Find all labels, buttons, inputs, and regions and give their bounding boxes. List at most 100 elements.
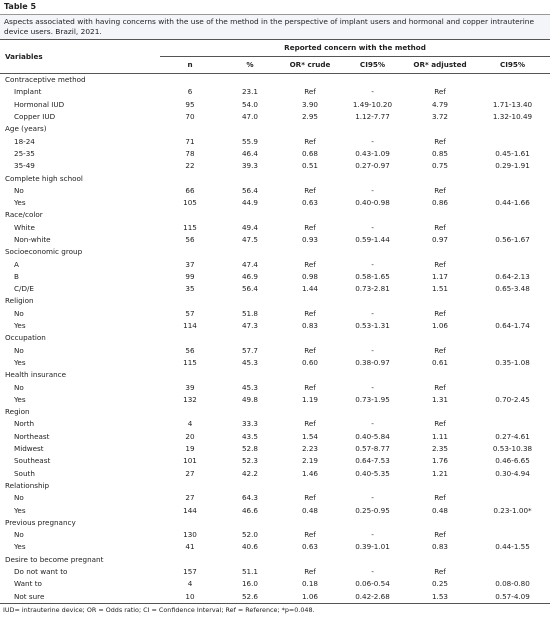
data-row: 25-35 78 46.4 0.68 0.43-1.09 0.85 0.45-1.61 [0,148,550,160]
cell: 56.4 [241,185,258,195]
cell: 0.23-1.00* [493,505,532,515]
cell: 1.51 [431,284,448,294]
cell: 0.59-1.44 [355,235,390,244]
row-label: South [14,468,35,478]
cell: 0.97 [431,235,448,244]
group-row: Region [0,406,550,418]
cell: Ref [304,259,316,269]
cell: 56 [185,345,195,355]
cell [475,418,550,430]
data-row: Yes 132 49.8 1.19 0.73-1.95 1.31 0.70-2.45 [0,394,550,406]
cell: 47.3 [241,321,258,331]
row-label: No [14,345,24,355]
cell: 1.21 [431,468,448,478]
cell: 101 [183,456,197,466]
data-row: Southeast 101 52.3 2.19 0.64-7.53 1.76 0.46-6.… [0,455,550,467]
data-row: Do not want to 157 51.1 Ref - Ref [0,566,550,578]
cell: 46.6 [241,505,258,515]
cell [475,86,550,98]
row-label: Yes [14,394,26,404]
cell: - [371,136,374,146]
cell: 56 [185,235,195,244]
cell: 20 [185,431,195,441]
cell: 115 [183,222,197,232]
data-row: 18-24 71 55.9 Ref - Ref [0,135,550,147]
cell: 1.11 [431,431,448,441]
cell: 1.19 [301,394,318,404]
row-label: 35-49 [14,161,35,171]
group-row: Occupation [0,332,550,344]
cell: Ref [304,308,316,318]
data-row: Yes 144 46.6 0.48 0.25-0.95 0.48 0.23-1.00* [0,504,550,516]
cell: - [371,185,374,195]
cell: 35 [185,284,195,294]
group-row: Race/color [0,209,550,221]
cell: 2.35 [431,444,448,454]
data-row: Northeast 20 43.5 1.54 0.40-5.84 1.11 0.27-4.6… [0,431,550,443]
row-label: Northeast [14,431,50,441]
data-row: No 56 57.7 Ref - Ref [0,345,550,357]
cell: 42.2 [241,468,258,478]
cell: 71 [185,136,195,146]
data-row: Implant 6 23.1 Ref - Ref [0,86,550,98]
data-row: Midwest 19 52.8 2.23 0.57-8.77 2.35 0.53-10.38 [0,443,550,455]
cell [475,135,550,147]
cell: 0.61 [431,357,448,367]
cell: 0.06-0.54 [355,579,390,589]
group-row: Socioeconomic group [0,246,550,258]
cell: 39 [185,382,195,392]
cell: Ref [434,308,446,318]
cell: Ref [304,185,316,195]
group-name: Previous pregnancy [5,517,76,527]
cell: 0.68 [301,148,318,158]
cell: 52.8 [241,444,258,454]
cell: 45.3 [241,382,258,392]
cell: 0.39-1.01 [355,542,390,552]
data-row: No 130 52.0 Ref - Ref [0,529,550,541]
cell: 55.9 [241,136,258,146]
cell: - [371,222,374,232]
cell: Ref [304,567,316,577]
cell: 1.53 [405,590,475,604]
cell: 0.30-4.94 [495,468,530,478]
cell: 0.51 [301,161,318,171]
data-row: No 66 56.4 Ref - Ref [0,185,550,197]
cell: Ref [434,87,446,97]
row-label: No [14,530,24,540]
data-row: Hormonal IUD 95 54.0 3.90 1.49-10.20 4.79 1.71… [0,99,550,111]
cell: 0.53-10.38 [492,444,533,454]
cell [475,381,550,393]
footnote: IUD= intrauterine device; OR = Odds rati… [3,605,315,614]
data-row: No 57 51.8 Ref - Ref [0,308,550,320]
column-header: OR* adjusted [405,56,475,74]
row-label: Copper IUD [14,112,56,122]
cell: 99 [185,271,195,281]
table: Variables Reported concern with the meth… [0,39,550,604]
header-variables: Variables [0,39,160,74]
cell: 115 [183,357,197,367]
cell: 0.85 [431,148,448,158]
row-label: Yes [14,321,26,331]
cell: 1.49-10.20 [352,99,393,109]
cell: 39.3 [241,161,258,171]
table-label: Table 5 [4,2,37,11]
cell: Ref [434,530,446,540]
cell: Ref [434,222,446,232]
cell [475,492,550,504]
cell: Ref [304,382,316,392]
cell: 51.8 [241,308,258,318]
cell: 6 [187,87,193,97]
cell: 37 [185,259,195,269]
data-row: Non-white 56 47.5 0.93 0.59-1.44 0.97 0.56-1.6… [0,234,550,246]
cell: 0.46-6.65 [495,456,530,466]
cell: Ref [304,136,316,146]
row-label: Yes [14,542,26,552]
cell: 46.9 [241,271,258,281]
cell: 130 [183,530,197,540]
group-row: Desire to become pregnant [0,554,550,566]
row-label: Want to [14,579,42,589]
cell: 1.32-10.49 [492,112,533,122]
header-group: Reported concern with the method [160,39,550,57]
cell: Ref [434,136,446,146]
cell: 57.7 [241,345,258,355]
